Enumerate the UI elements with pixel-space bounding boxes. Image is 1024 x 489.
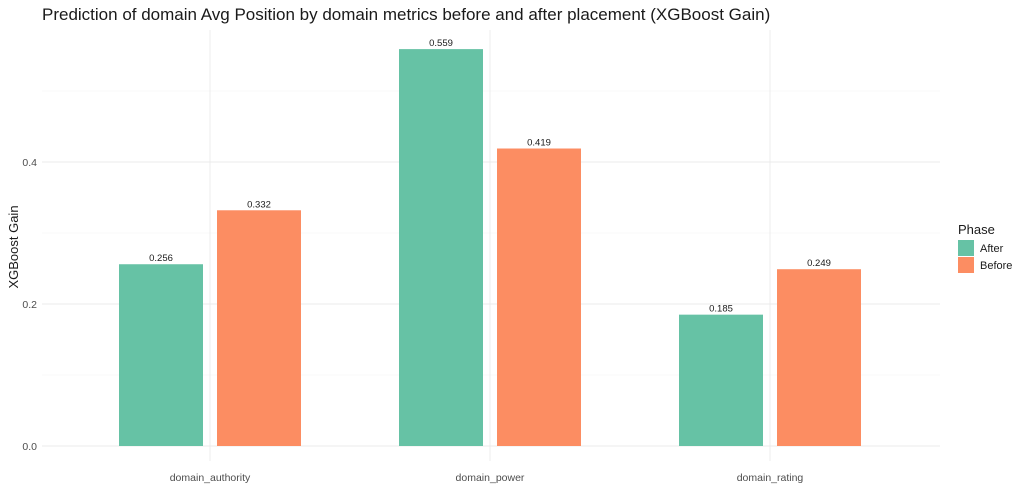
y-tick-label: 0.4 xyxy=(22,157,37,169)
x-tick-label: domain_power xyxy=(456,472,525,484)
x-tick-label: domain_rating xyxy=(737,472,804,484)
axes: 0.0 0.2 0.4 domain_authority domain_power dom… xyxy=(22,157,803,484)
bar-before-domain_authority xyxy=(217,210,301,446)
data-labels: 0.256 0.332 0.559 0.419 0.185 0.249 xyxy=(149,38,831,315)
legend-swatch-before xyxy=(958,257,974,273)
bar-value-label: 0.256 xyxy=(149,253,173,264)
bars xyxy=(119,49,861,447)
bar-before-domain_rating xyxy=(777,269,861,446)
y-tick-label: 0.2 xyxy=(22,299,37,311)
bar-before-domain_power xyxy=(497,148,581,446)
chart-title: Prediction of domain Avg Position by dom… xyxy=(42,5,770,24)
bar-after-domain_authority xyxy=(119,264,203,446)
legend: Phase After Before xyxy=(958,222,1012,273)
legend-swatch-after xyxy=(958,240,974,256)
x-tick-label: domain_authority xyxy=(170,472,251,484)
legend-label-after: After xyxy=(980,243,1004,255)
bar-value-label: 0.249 xyxy=(807,258,831,269)
legend-title: Phase xyxy=(958,222,995,237)
bar-after-domain_rating xyxy=(679,314,763,446)
legend-label-before: Before xyxy=(980,260,1012,272)
bar-after-domain_power xyxy=(399,49,483,447)
bar-value-label: 0.185 xyxy=(709,304,733,315)
bar-value-label: 0.332 xyxy=(247,199,271,210)
bar-value-label: 0.419 xyxy=(527,138,551,149)
bar-value-label: 0.559 xyxy=(429,38,453,49)
y-axis-title: XGBoost Gain xyxy=(6,205,21,288)
y-tick-label: 0.0 xyxy=(22,441,37,453)
